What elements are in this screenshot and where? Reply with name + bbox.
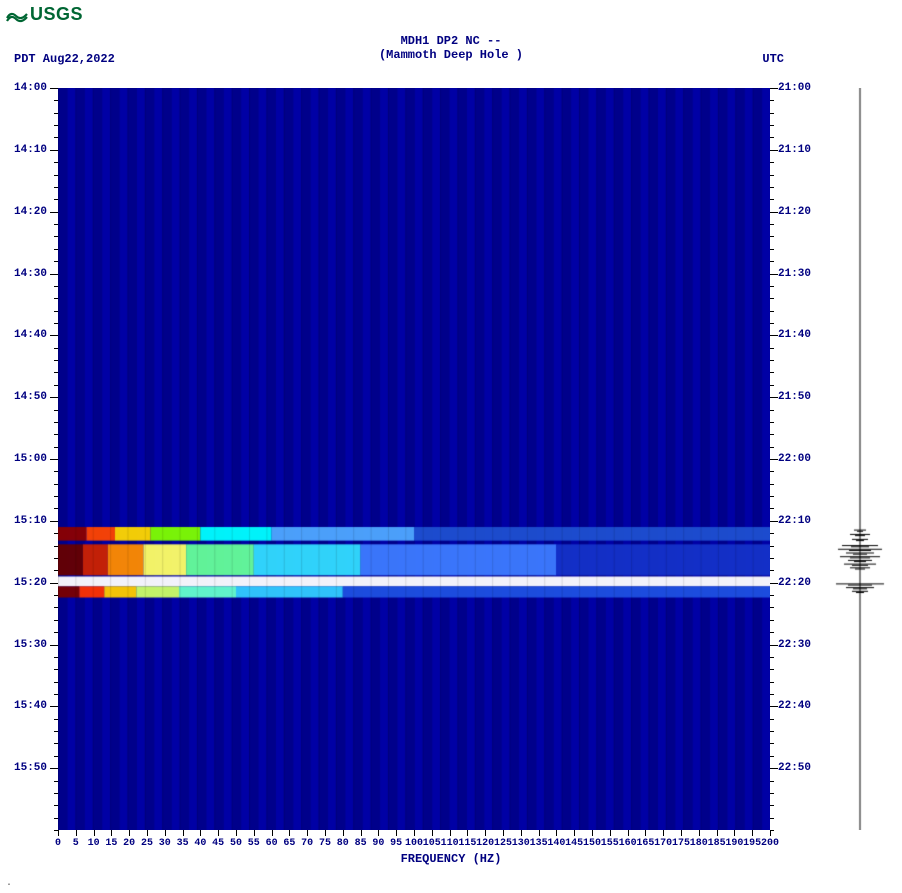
- x-tick-label: 155: [601, 838, 619, 849]
- y-right-tick-label: 21:50: [778, 391, 811, 403]
- x-tick-label: 160: [619, 838, 637, 849]
- y-left-tick-label: 14:40: [14, 329, 47, 341]
- x-tick-label: 130: [512, 838, 530, 849]
- y-right-tick-label: 22:00: [778, 453, 811, 465]
- x-tick-label: 15: [105, 838, 117, 849]
- x-tick-label: 10: [88, 838, 100, 849]
- x-tick-label: 190: [725, 838, 743, 849]
- x-tick-label: 70: [301, 838, 313, 849]
- x-tick-label: 55: [248, 838, 260, 849]
- y-right-tick-label: 21:30: [778, 268, 811, 280]
- y-left-tick-label: 14:10: [14, 144, 47, 156]
- y-right-tick-label: 21:40: [778, 329, 811, 341]
- y-left-tick-label: 14:50: [14, 391, 47, 403]
- x-tick-label: 105: [423, 838, 441, 849]
- y-right-tick-label: 22:30: [778, 639, 811, 651]
- x-tick-label: 25: [141, 838, 153, 849]
- y-right-tick-label: 21:20: [778, 206, 811, 218]
- x-tick-label: 150: [583, 838, 601, 849]
- x-tick-label: 75: [319, 838, 331, 849]
- x-tick-label: 110: [441, 838, 459, 849]
- x-tick-label: 185: [708, 838, 726, 849]
- y-left-tick-label: 15:40: [14, 700, 47, 712]
- x-tick-label: 175: [672, 838, 690, 849]
- x-tick-label: 95: [390, 838, 402, 849]
- y-left-tick-label: 15:30: [14, 639, 47, 651]
- x-tick-label: 0: [55, 838, 61, 849]
- x-tick-label: 165: [636, 838, 654, 849]
- y-left-tick-label: 14:00: [14, 82, 47, 94]
- x-tick-label: 50: [230, 838, 242, 849]
- x-tick-label: 180: [690, 838, 708, 849]
- logo-text: USGS: [30, 4, 83, 25]
- y-right-tick-label: 22:40: [778, 700, 811, 712]
- x-tick-label: 30: [159, 838, 171, 849]
- usgs-logo: USGS: [6, 4, 83, 25]
- y-left-tick-label: 15:20: [14, 577, 47, 589]
- x-tick-label: 115: [458, 838, 476, 849]
- x-tick-label: 85: [355, 838, 367, 849]
- x-tick-label: 135: [530, 838, 548, 849]
- x-tick-label: 140: [547, 838, 565, 849]
- x-tick-label: 100: [405, 838, 423, 849]
- y-right-tick-label: 22:20: [778, 577, 811, 589]
- y-right-tick-label: 21:00: [778, 82, 811, 94]
- x-tick-label: 125: [494, 838, 512, 849]
- spectrogram-plot: [58, 88, 770, 830]
- wave-icon: [6, 7, 28, 23]
- x-tick-label: 65: [283, 838, 295, 849]
- y-left-tick-label: 15:50: [14, 762, 47, 774]
- y-left-tick-label: 14:30: [14, 268, 47, 280]
- footer-mark: .: [6, 878, 12, 889]
- title-line-1: MDH1 DP2 NC --: [0, 34, 902, 48]
- x-tick-label: 120: [476, 838, 494, 849]
- y-left-tick-label: 15:10: [14, 515, 47, 527]
- x-tick-label: 170: [654, 838, 672, 849]
- y-left-tick-label: 15:00: [14, 453, 47, 465]
- x-tick-label: 60: [266, 838, 278, 849]
- y-right-tick-label: 21:10: [778, 144, 811, 156]
- x-axis-label: FREQUENCY (HZ): [0, 852, 902, 866]
- x-tick-label: 80: [337, 838, 349, 849]
- waveform-trace: [832, 88, 888, 830]
- y-left-tick-label: 14:20: [14, 206, 47, 218]
- x-tick-label: 35: [177, 838, 189, 849]
- x-tick-label: 20: [123, 838, 135, 849]
- x-tick-label: 40: [194, 838, 206, 849]
- header-right-timezone: UTC: [762, 52, 784, 66]
- x-tick-label: 145: [565, 838, 583, 849]
- x-tick-label: 200: [761, 838, 779, 849]
- y-right-tick-label: 22:10: [778, 515, 811, 527]
- header-left-timezone-date: PDT Aug22,2022: [14, 52, 115, 66]
- x-tick-label: 90: [372, 838, 384, 849]
- y-right-tick-label: 22:50: [778, 762, 811, 774]
- x-tick-label: 5: [73, 838, 79, 849]
- x-tick-label: 45: [212, 838, 224, 849]
- x-tick-label: 195: [743, 838, 761, 849]
